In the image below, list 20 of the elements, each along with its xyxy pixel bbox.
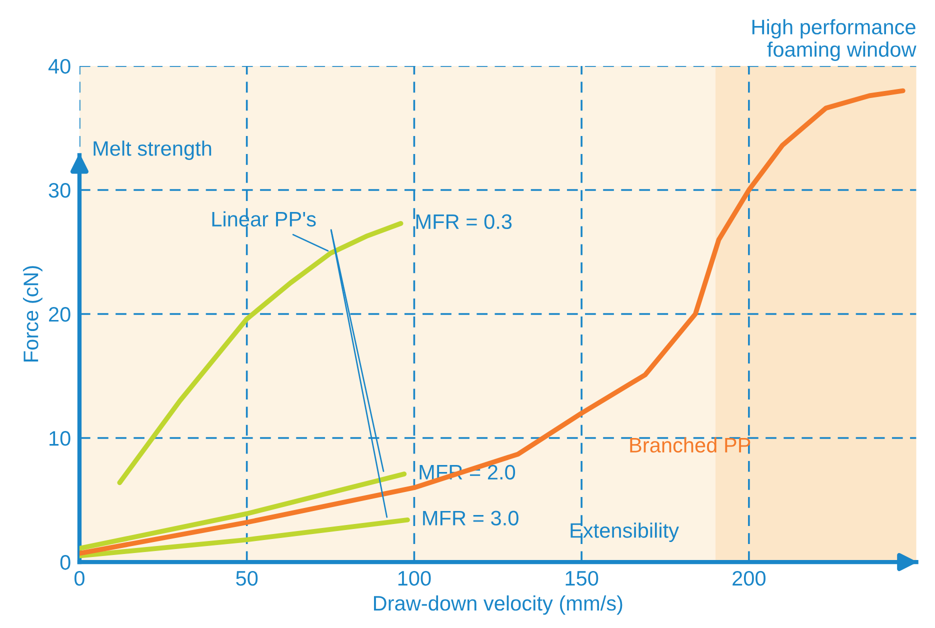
x-axis-title: Draw-down velocity (mm/s) xyxy=(374,595,622,615)
x-tick-label: 0 xyxy=(74,570,84,586)
annotation: Extensibility xyxy=(570,522,679,542)
text: Branched PP xyxy=(630,437,750,453)
series-label: MFR = 0.3 xyxy=(416,214,512,230)
x-tick-label: 50 xyxy=(236,570,258,586)
annotation: Melt strength xyxy=(94,140,212,160)
line-series xyxy=(79,88,906,556)
series-label: MFR = 3.0 xyxy=(423,510,518,526)
y-tick-label: 20 xyxy=(49,307,70,322)
y-tick-label: 30 xyxy=(48,182,70,198)
band-label: High performance foaming window xyxy=(752,19,916,61)
x-tick-label: 100 xyxy=(398,570,431,586)
y-tick-label: 10 xyxy=(50,431,70,446)
x-tick-label: 150 xyxy=(566,570,598,586)
x-tick-label: 200 xyxy=(732,570,766,586)
y-tick-label: 40 xyxy=(48,58,70,74)
annotation: Linear PP's xyxy=(212,211,316,227)
y-axis-title: Force (cN) xyxy=(22,266,42,362)
y-tick-label: 0 xyxy=(60,555,70,570)
